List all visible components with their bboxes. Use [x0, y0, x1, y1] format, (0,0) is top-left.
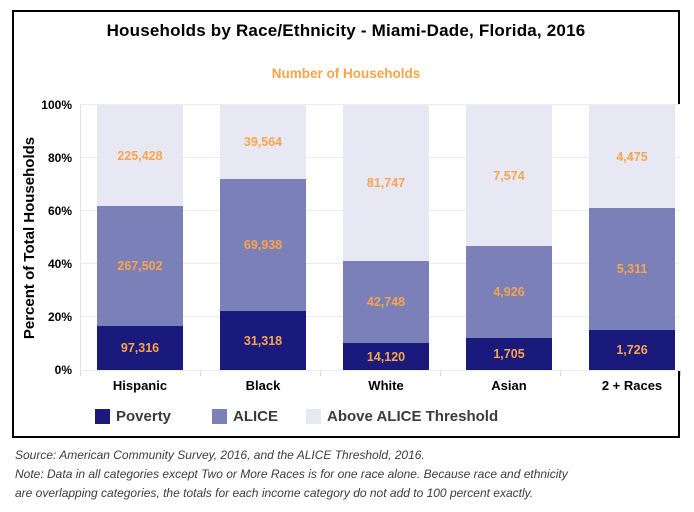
x-axis-tick	[680, 370, 681, 376]
segment-poverty	[343, 343, 429, 370]
segment-alice	[97, 206, 183, 327]
segment-value-label: 81,747	[366, 176, 406, 191]
chart-card: Households by Race/Ethnicity - Miami-Dad…	[12, 10, 681, 438]
gridline-0%	[80, 370, 680, 371]
segment-value-label: 1,705	[493, 347, 525, 362]
y-tick-label-0%: 0%	[54, 363, 72, 377]
y-tick-label-100%: 100%	[41, 98, 72, 112]
x-category-label-hispanic: Hispanic	[112, 378, 168, 393]
segment-value-label: 14,120	[366, 349, 406, 364]
segment-value-label: 7,574	[493, 168, 525, 183]
bar-hispanic: 97,316 267,502 225,428	[97, 105, 183, 370]
poverty-swatch-icon	[95, 408, 110, 424]
legend-label: Poverty	[116, 407, 172, 425]
y-axis-line	[80, 105, 81, 370]
data-note-line-2: are overlapping categories, the totals f…	[15, 486, 534, 500]
legend-item-above-alice: Above ALICE Threshold	[306, 406, 498, 426]
data-note-line-1: Note: Data in all categories except Two …	[15, 467, 568, 481]
chart-subtitle: Number of Households	[271, 66, 421, 81]
gridline-100%	[80, 104, 680, 105]
bar-black: 31,318 69,938 39,564	[220, 105, 306, 370]
alice-swatch-icon	[212, 408, 227, 424]
bar-white: 14,120 42,748 81,747	[343, 105, 429, 370]
segment-value-label: 4,475	[616, 149, 648, 164]
legend-label: ALICE	[233, 407, 278, 425]
source-note: Source: American Community Survey, 2016,…	[15, 448, 425, 462]
segment-above-alice-threshold	[343, 105, 429, 262]
x-axis-tick	[320, 370, 321, 376]
segment-alice	[589, 208, 675, 331]
y-tick-label-60%: 60%	[47, 204, 72, 218]
x-category-label-2-races: 2 + Races	[601, 378, 663, 393]
y-tick-label-80%: 80%	[47, 151, 72, 165]
segment-value-label: 42,748	[366, 295, 406, 310]
bar-asian: 1,705 4,926 7,574	[466, 105, 552, 370]
segment-value-label: 31,318	[243, 333, 283, 348]
segment-alice	[343, 261, 429, 344]
segment-value-label: 267,502	[117, 259, 163, 274]
segment-poverty	[589, 330, 675, 370]
segment-alice	[220, 179, 306, 312]
segment-value-label: 97,316	[120, 341, 160, 356]
y-tick-label-40%: 40%	[47, 257, 72, 271]
segment-value-label: 4,926	[493, 285, 525, 300]
x-axis-tick	[440, 370, 441, 376]
x-category-label-asian: Asian	[491, 378, 527, 393]
segment-value-label: 5,311	[616, 262, 648, 277]
x-category-label-black: Black	[245, 378, 281, 393]
above-alice-swatch-icon	[306, 408, 321, 424]
footer-notes: Source: American Community Survey, 2016,…	[15, 446, 675, 503]
plot-area: 97,316 267,502 225,428 Hispanic 31,318 69,938…	[80, 104, 681, 393]
legend-label: Above ALICE Threshold	[327, 407, 499, 425]
x-axis-tick	[80, 370, 81, 376]
x-category-label-white: White	[368, 378, 404, 393]
y-axis-tick-labels: 0% 20% 40% 60% 80% 100%	[14, 98, 72, 377]
segment-value-label: 1,726	[616, 343, 648, 358]
segment-value-label: 225,428	[117, 148, 163, 163]
segment-poverty	[97, 326, 183, 370]
segment-above-alice-threshold	[220, 105, 306, 180]
segment-above-alice-threshold	[97, 105, 183, 207]
legend-item-poverty: Poverty	[95, 406, 171, 426]
segment-poverty	[220, 311, 306, 370]
segment-value-label: 39,564	[243, 135, 283, 150]
x-axis-tick	[560, 370, 561, 376]
legend-item-alice: ALICE	[212, 406, 278, 426]
segment-alice	[466, 246, 552, 339]
bar-2-races: 1,726 5,311 4,475	[589, 105, 675, 370]
x-axis-tick	[200, 370, 201, 376]
segment-above-alice-threshold	[589, 105, 675, 209]
segment-poverty	[466, 338, 552, 370]
segment-above-alice-threshold	[466, 105, 552, 247]
chart-title: Households by Race/Ethnicity - Miami-Dad…	[106, 21, 586, 40]
segment-value-label: 69,938	[243, 238, 283, 253]
y-tick-label-20%: 20%	[47, 310, 72, 324]
